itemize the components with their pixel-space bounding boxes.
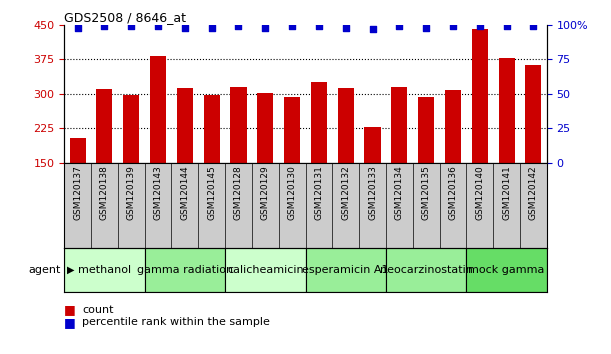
Text: GSM120129: GSM120129 bbox=[261, 165, 270, 220]
Bar bbox=[365, 127, 381, 163]
Text: GSM120134: GSM120134 bbox=[395, 165, 404, 220]
Point bbox=[73, 25, 82, 30]
Bar bbox=[123, 95, 139, 163]
Bar bbox=[284, 97, 300, 163]
Text: GSM120135: GSM120135 bbox=[422, 165, 431, 220]
Point bbox=[529, 23, 538, 29]
Text: GSM120136: GSM120136 bbox=[448, 165, 458, 220]
Point bbox=[100, 23, 109, 29]
Text: esperamicin A1: esperamicin A1 bbox=[302, 265, 389, 275]
Bar bbox=[177, 88, 193, 163]
Bar bbox=[97, 89, 112, 163]
Bar bbox=[499, 58, 514, 163]
Bar bbox=[338, 88, 354, 163]
Text: GSM120128: GSM120128 bbox=[234, 165, 243, 220]
Text: GSM120144: GSM120144 bbox=[180, 165, 189, 220]
Bar bbox=[466, 248, 547, 292]
Bar bbox=[150, 56, 166, 163]
Bar bbox=[525, 65, 541, 163]
Bar bbox=[472, 29, 488, 163]
Text: GSM120137: GSM120137 bbox=[73, 165, 82, 220]
Bar bbox=[203, 95, 220, 163]
Point bbox=[475, 23, 485, 29]
Text: GSM120139: GSM120139 bbox=[126, 165, 136, 220]
Bar bbox=[225, 248, 306, 292]
Bar bbox=[311, 82, 327, 163]
Point bbox=[502, 23, 511, 29]
Point bbox=[314, 23, 324, 29]
Text: GSM120138: GSM120138 bbox=[100, 165, 109, 220]
Bar bbox=[386, 248, 466, 292]
Text: GSM120142: GSM120142 bbox=[529, 165, 538, 220]
Text: ▶: ▶ bbox=[67, 265, 75, 275]
Bar bbox=[257, 93, 273, 163]
Point bbox=[260, 25, 270, 30]
Point bbox=[207, 25, 216, 30]
Point bbox=[180, 25, 190, 30]
Text: GDS2508 / 8646_at: GDS2508 / 8646_at bbox=[64, 11, 186, 24]
Point bbox=[287, 23, 297, 29]
Text: calicheamicin: calicheamicin bbox=[227, 265, 304, 275]
Text: GSM120143: GSM120143 bbox=[153, 165, 163, 220]
Point bbox=[448, 23, 458, 29]
Text: mock gamma: mock gamma bbox=[469, 265, 545, 275]
Text: methanol: methanol bbox=[78, 265, 131, 275]
Point bbox=[126, 23, 136, 29]
Bar bbox=[418, 97, 434, 163]
Bar bbox=[145, 248, 225, 292]
Text: ■: ■ bbox=[64, 316, 76, 329]
Bar bbox=[445, 90, 461, 163]
Text: GSM120131: GSM120131 bbox=[315, 165, 323, 220]
Text: GSM120140: GSM120140 bbox=[475, 165, 485, 220]
Point bbox=[341, 25, 351, 30]
Point bbox=[233, 23, 243, 29]
Text: GSM120145: GSM120145 bbox=[207, 165, 216, 220]
Text: GSM120130: GSM120130 bbox=[288, 165, 296, 220]
Text: GSM120141: GSM120141 bbox=[502, 165, 511, 220]
Bar bbox=[230, 87, 246, 163]
Text: GSM120133: GSM120133 bbox=[368, 165, 377, 220]
Text: neocarzinostatin: neocarzinostatin bbox=[379, 265, 473, 275]
Bar bbox=[306, 248, 386, 292]
Bar bbox=[64, 248, 145, 292]
Text: ■: ■ bbox=[64, 303, 76, 316]
Bar bbox=[70, 137, 86, 163]
Point bbox=[395, 23, 404, 29]
Bar bbox=[391, 87, 408, 163]
Point bbox=[422, 25, 431, 30]
Text: percentile rank within the sample: percentile rank within the sample bbox=[82, 317, 270, 327]
Text: agent: agent bbox=[29, 265, 61, 275]
Point bbox=[368, 26, 378, 32]
Text: GSM120132: GSM120132 bbox=[341, 165, 350, 220]
Text: gamma radiation: gamma radiation bbox=[137, 265, 233, 275]
Text: count: count bbox=[82, 305, 114, 315]
Point bbox=[153, 23, 163, 29]
